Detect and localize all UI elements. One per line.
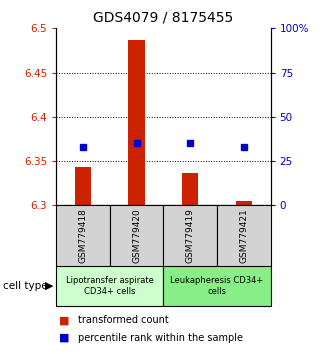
Text: percentile rank within the sample: percentile rank within the sample — [78, 333, 243, 343]
Bar — [217, 205, 271, 267]
Text: transformed count: transformed count — [78, 315, 168, 325]
Bar — [182, 172, 198, 205]
Text: GSM779418: GSM779418 — [79, 209, 87, 263]
Text: ■: ■ — [59, 315, 70, 325]
Bar — [56, 266, 163, 306]
Text: Leukapheresis CD34+
cells: Leukapheresis CD34+ cells — [170, 276, 264, 296]
Text: GSM779420: GSM779420 — [132, 209, 141, 263]
Bar — [110, 205, 163, 267]
Text: ▶: ▶ — [45, 281, 53, 291]
Text: GSM779419: GSM779419 — [186, 209, 195, 263]
Title: GDS4079 / 8175455: GDS4079 / 8175455 — [93, 10, 234, 24]
Bar — [163, 266, 271, 306]
Bar — [236, 201, 252, 205]
Text: GSM779421: GSM779421 — [239, 209, 248, 263]
Bar — [128, 40, 145, 205]
Text: ■: ■ — [59, 333, 70, 343]
Bar — [75, 167, 91, 205]
Text: Lipotransfer aspirate
CD34+ cells: Lipotransfer aspirate CD34+ cells — [66, 276, 154, 296]
Text: cell type: cell type — [3, 281, 48, 291]
Bar — [163, 205, 217, 267]
Bar — [56, 205, 110, 267]
